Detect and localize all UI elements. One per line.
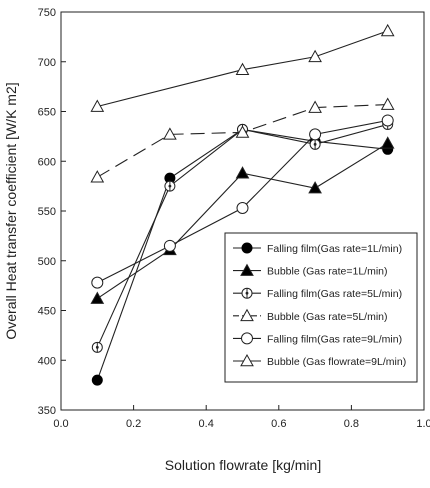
y-tick-label: 700: [38, 57, 56, 69]
legend-item: Bubble (Gas rate=1L/min): [233, 263, 388, 278]
data-point: [90, 99, 105, 112]
data-point: [90, 170, 105, 183]
data-point: [90, 291, 105, 304]
series-layer: [90, 23, 395, 386]
data-point: [236, 202, 249, 215]
series-2: [90, 136, 395, 304]
x-axis-ticks: 0.0 0.2 0.4 0.6 0.8 1.0: [53, 405, 430, 430]
data-point: [309, 128, 322, 141]
data-point: [91, 276, 104, 289]
x-tick-label: 0.4: [199, 418, 214, 430]
legend-item: Bubble (Gas rate=5L/min): [233, 308, 388, 323]
x-tick-label: 0.0: [53, 418, 68, 430]
data-point: [235, 62, 250, 76]
legend-marker: [240, 308, 254, 322]
legend-label: Bubble (Gas rate=5L/min): [267, 311, 388, 323]
y-tick-label: 600: [38, 156, 56, 168]
x-tick-label: 0.8: [344, 418, 359, 430]
legend-marker: [240, 263, 254, 276]
data-point: [235, 166, 250, 179]
legend-items: Falling film(Gas rate=1L/min) Bubble (Gas…: [233, 242, 406, 368]
legend-label: Falling film(Gas rate=5L/min): [267, 288, 402, 300]
data-point: [163, 127, 177, 140]
y-tick-label: 400: [38, 355, 56, 367]
data-point: [380, 97, 395, 110]
legend-item: Bubble (Gas flowrate=9L/min): [233, 353, 406, 368]
y-tick-label: 750: [38, 7, 56, 19]
series-6: [90, 23, 395, 112]
x-tick-label: 0.6: [271, 418, 286, 430]
data-point: [91, 374, 103, 386]
y-tick-label: 500: [38, 256, 56, 268]
legend-item: Falling film(Gas rate=9L/min): [233, 332, 402, 345]
data-point: [164, 180, 176, 192]
series-line: [97, 30, 388, 108]
legend-label: Falling film(Gas rate=1L/min): [267, 243, 402, 255]
legend: Falling film(Gas rate=1L/min) Bubble (Gas…: [224, 232, 418, 383]
legend-marker: [241, 287, 253, 299]
x-axis-title: Solution flowrate [kg/min]: [165, 457, 321, 473]
legend-item: Falling film(Gas rate=1L/min): [233, 242, 402, 255]
data-point: [235, 125, 250, 138]
legend-marker: [241, 242, 253, 254]
data-point: [380, 23, 395, 37]
legend-label: Falling film(Gas rate=9L/min): [267, 333, 402, 345]
x-tick-label: 1.0: [416, 418, 430, 430]
data-point: [309, 138, 321, 150]
data-point: [308, 181, 322, 194]
data-point: [381, 114, 394, 127]
legend-label: Bubble (Gas flowrate=9L/min): [267, 356, 406, 368]
data-point: [308, 100, 322, 113]
legend-label: Bubble (Gas rate=1L/min): [267, 266, 388, 278]
data-point: [308, 49, 322, 63]
x-tick-label: 0.2: [126, 418, 141, 430]
series-4: [90, 97, 395, 183]
legend-marker: [240, 353, 254, 367]
y-tick-label: 450: [38, 306, 56, 318]
data-point: [380, 136, 395, 149]
y-tick-label: 650: [38, 107, 56, 119]
legend-marker: [241, 332, 253, 345]
y-axis-title: Overall Heat transfer coefficient [W/K m…: [3, 82, 19, 339]
y-tick-label: 550: [38, 206, 56, 218]
series-5: [91, 114, 394, 289]
y-axis-ticks: 350 400 450 500 550 600 650 700 750: [38, 7, 66, 417]
y-tick-label: 350: [38, 405, 56, 417]
legend-item: Falling film(Gas rate=5L/min): [233, 287, 402, 300]
legend-box: [224, 232, 418, 383]
data-point: [163, 239, 176, 252]
data-point: [91, 341, 103, 353]
